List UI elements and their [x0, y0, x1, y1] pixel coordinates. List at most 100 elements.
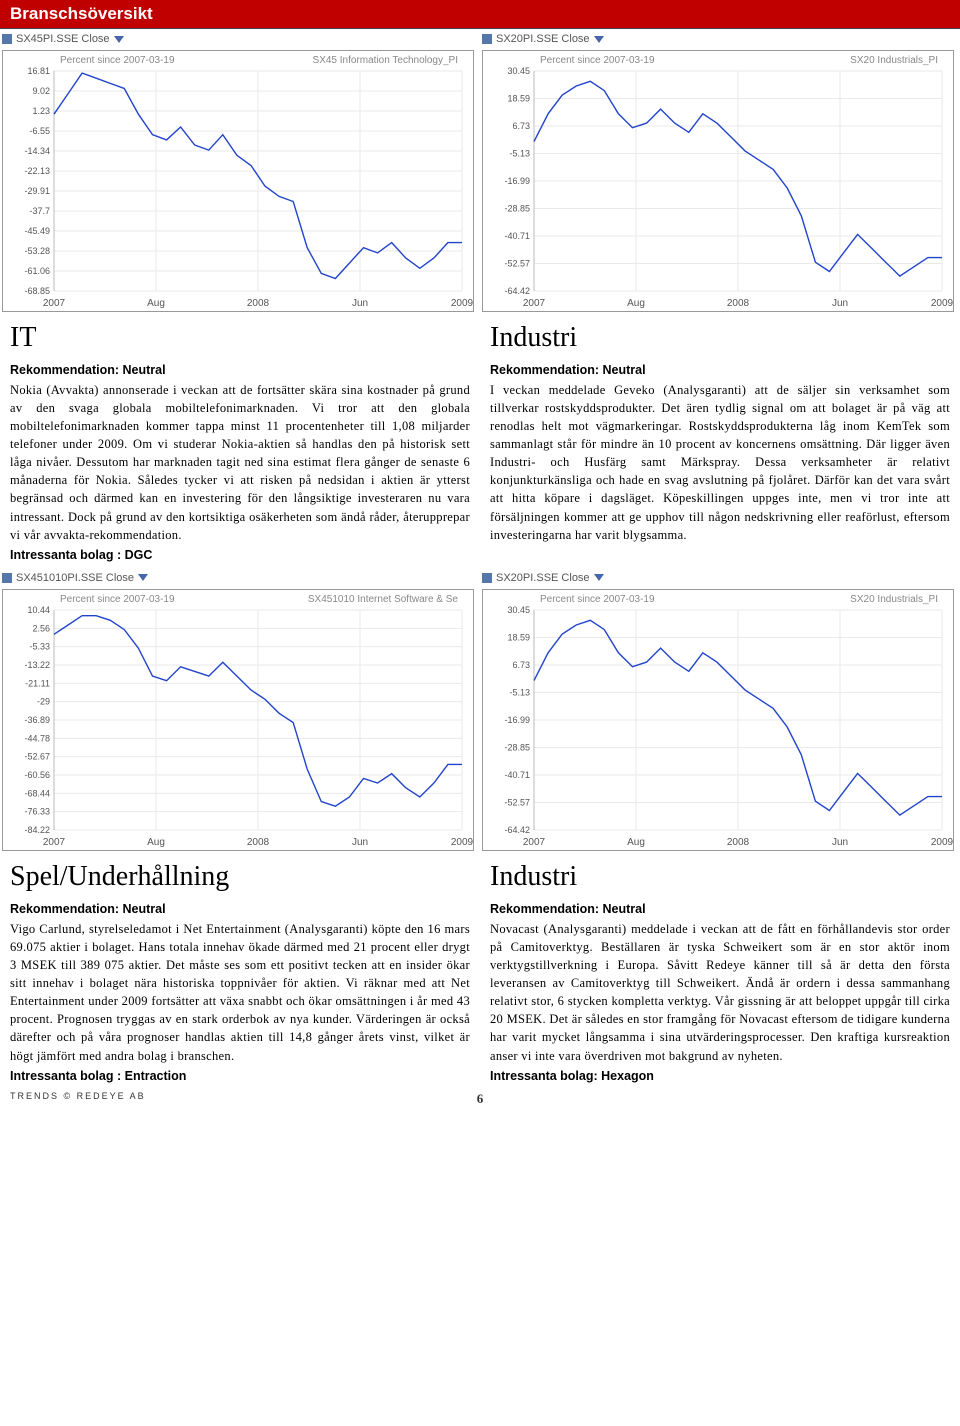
svg-text:16.81: 16.81	[27, 66, 50, 76]
chart3-svg: Percent since 2007-03-19 SX451010 Interne…	[3, 590, 473, 850]
svg-text:-6.55: -6.55	[29, 126, 50, 136]
section-it: IT Rekommendation: Neutral Nokia (Avvakt…	[0, 312, 480, 568]
svg-text:Jun: Jun	[352, 298, 368, 309]
svg-text:30.45: 30.45	[507, 66, 530, 76]
recommendation-label: Rekommendation: Neutral	[490, 900, 950, 918]
series-color-icon	[482, 34, 492, 44]
svg-text:6.73: 6.73	[512, 660, 530, 670]
chevron-down-icon	[138, 574, 148, 581]
chart-bottom-left: SX451010PI.SSE Close Percent since 2007-…	[0, 568, 480, 851]
section-body: I veckan meddelade Geveko (Analysgaranti…	[490, 381, 950, 544]
chart4-dropdown-label: SX20PI.SSE Close	[496, 572, 590, 584]
section-spel: Spel/Underhållning Rekommendation: Neutr…	[0, 851, 480, 1089]
svg-text:-28.85: -28.85	[504, 204, 530, 214]
chevron-down-icon	[594, 36, 604, 43]
intressanta-label: Intressanta bolag: Hexagon	[490, 1067, 950, 1085]
chevron-down-icon	[594, 574, 604, 581]
intressanta-label: Intressanta bolag : DGC	[10, 546, 470, 564]
svg-text:2008: 2008	[247, 298, 270, 309]
svg-text:SX20 Industrials_PI: SX20 Industrials_PI	[850, 55, 938, 66]
svg-text:-22.13: -22.13	[24, 166, 50, 176]
chart-top-right: SX20PI.SSE Close Percent since 2007-03-1…	[480, 29, 960, 312]
svg-text:2007: 2007	[43, 298, 66, 309]
svg-text:-29.91: -29.91	[24, 186, 50, 196]
svg-text:Percent since 2007-03-19: Percent since 2007-03-19	[60, 594, 175, 605]
svg-text:2009: 2009	[451, 837, 473, 848]
series-color-icon	[482, 573, 492, 583]
svg-text:SX451010 Internet Software & S: SX451010 Internet Software & Se	[308, 594, 459, 605]
svg-text:2008: 2008	[247, 837, 270, 848]
section-body: Nokia (Avvakta) annonserade i veckan att…	[10, 381, 470, 544]
svg-text:1.23: 1.23	[32, 106, 50, 116]
section-title: Industri	[490, 857, 950, 898]
svg-text:Aug: Aug	[627, 298, 645, 309]
chart2-svg: Percent since 2007-03-19SX20 Industrials…	[483, 51, 953, 311]
svg-text:-64.42: -64.42	[504, 286, 530, 296]
svg-text:-60.56: -60.56	[24, 770, 50, 780]
svg-text:-29: -29	[37, 697, 50, 707]
recommendation-label: Rekommendation: Neutral	[490, 361, 950, 379]
svg-text:2007: 2007	[523, 837, 546, 848]
chart-bottom-right: SX20PI.SSE Close Percent since 2007-03-1…	[480, 568, 960, 851]
section-title: Industri	[490, 318, 950, 359]
svg-text:-68.85: -68.85	[24, 286, 50, 296]
chart-top-left: SX45PI.SSE Close Percent since 2007-03-1…	[0, 29, 480, 312]
footer-left: TRENDS © REDEYE AB	[10, 1091, 146, 1101]
svg-text:-52.57: -52.57	[504, 797, 530, 807]
svg-text:-28.85: -28.85	[504, 742, 530, 752]
svg-text:-84.22: -84.22	[24, 825, 50, 835]
svg-text:2008: 2008	[727, 298, 750, 309]
chevron-down-icon	[114, 36, 124, 43]
section-title: IT	[10, 318, 470, 359]
svg-text:Aug: Aug	[147, 298, 165, 309]
svg-text:-21.11: -21.11	[25, 678, 50, 688]
chart2-dropdown[interactable]: SX20PI.SSE Close	[482, 33, 604, 45]
svg-text:Aug: Aug	[627, 837, 645, 848]
svg-text:-5.13: -5.13	[509, 687, 530, 697]
svg-text:-53.28: -53.28	[24, 246, 50, 256]
page-number: 6	[477, 1091, 484, 1107]
chart1-dropdown[interactable]: SX45PI.SSE Close	[2, 33, 124, 45]
chart1-box: Percent since 2007-03-19 SX45 Information…	[2, 50, 474, 312]
svg-text:-16.99: -16.99	[504, 176, 530, 186]
svg-text:-64.42: -64.42	[504, 825, 530, 835]
section-body: Vigo Carlund, styrelseledamot i Net Ente…	[10, 920, 470, 1065]
svg-text:2007: 2007	[523, 298, 546, 309]
svg-text:Jun: Jun	[352, 837, 368, 848]
svg-text:-16.99: -16.99	[504, 715, 530, 725]
chart4-dropdown[interactable]: SX20PI.SSE Close	[482, 572, 604, 584]
recommendation-label: Rekommendation: Neutral	[10, 361, 470, 379]
svg-text:-40.71: -40.71	[504, 770, 530, 780]
svg-text:2007: 2007	[43, 837, 66, 848]
series-color-icon	[2, 573, 12, 583]
svg-text:-52.57: -52.57	[504, 259, 530, 269]
section-industri-bottom: Industri Rekommendation: Neutral Novacas…	[480, 851, 960, 1089]
intressanta-label: Intressanta bolag : Entraction	[10, 1067, 470, 1085]
svg-text:-36.89: -36.89	[24, 715, 50, 725]
svg-text:Percent since 2007-03-19: Percent since 2007-03-19	[60, 55, 175, 66]
section-body: Novacast (Analysgaranti) meddelade i vec…	[490, 920, 950, 1065]
svg-text:Aug: Aug	[147, 837, 165, 848]
svg-text:2008: 2008	[727, 837, 750, 848]
svg-text:-76.33: -76.33	[24, 807, 50, 817]
series-color-icon	[2, 34, 12, 44]
svg-text:2009: 2009	[451, 298, 473, 309]
svg-text:-45.49: -45.49	[24, 226, 50, 236]
svg-text:SX45 Information Technology_PI: SX45 Information Technology_PI	[313, 55, 458, 66]
section-title: Spel/Underhållning	[10, 857, 470, 898]
svg-text:-40.71: -40.71	[504, 231, 530, 241]
svg-text:2009: 2009	[931, 837, 953, 848]
chart4-box: Percent since 2007-03-19SX20 Industrials…	[482, 589, 954, 851]
svg-text:-68.44: -68.44	[24, 788, 50, 798]
chart2-box: Percent since 2007-03-19SX20 Industrials…	[482, 50, 954, 312]
chart3-dropdown[interactable]: SX451010PI.SSE Close	[2, 572, 148, 584]
chart1-svg: Percent since 2007-03-19 SX45 Information…	[3, 51, 473, 311]
svg-text:-44.78: -44.78	[24, 733, 50, 743]
chart3-dropdown-label: SX451010PI.SSE Close	[16, 572, 134, 584]
svg-text:18.59: 18.59	[507, 632, 530, 642]
svg-text:-37.7: -37.7	[29, 206, 50, 216]
chart2-dropdown-label: SX20PI.SSE Close	[496, 33, 590, 45]
svg-text:2.56: 2.56	[32, 623, 50, 633]
svg-text:Percent since 2007-03-19: Percent since 2007-03-19	[540, 594, 655, 605]
chart4-svg: Percent since 2007-03-19SX20 Industrials…	[483, 590, 953, 850]
